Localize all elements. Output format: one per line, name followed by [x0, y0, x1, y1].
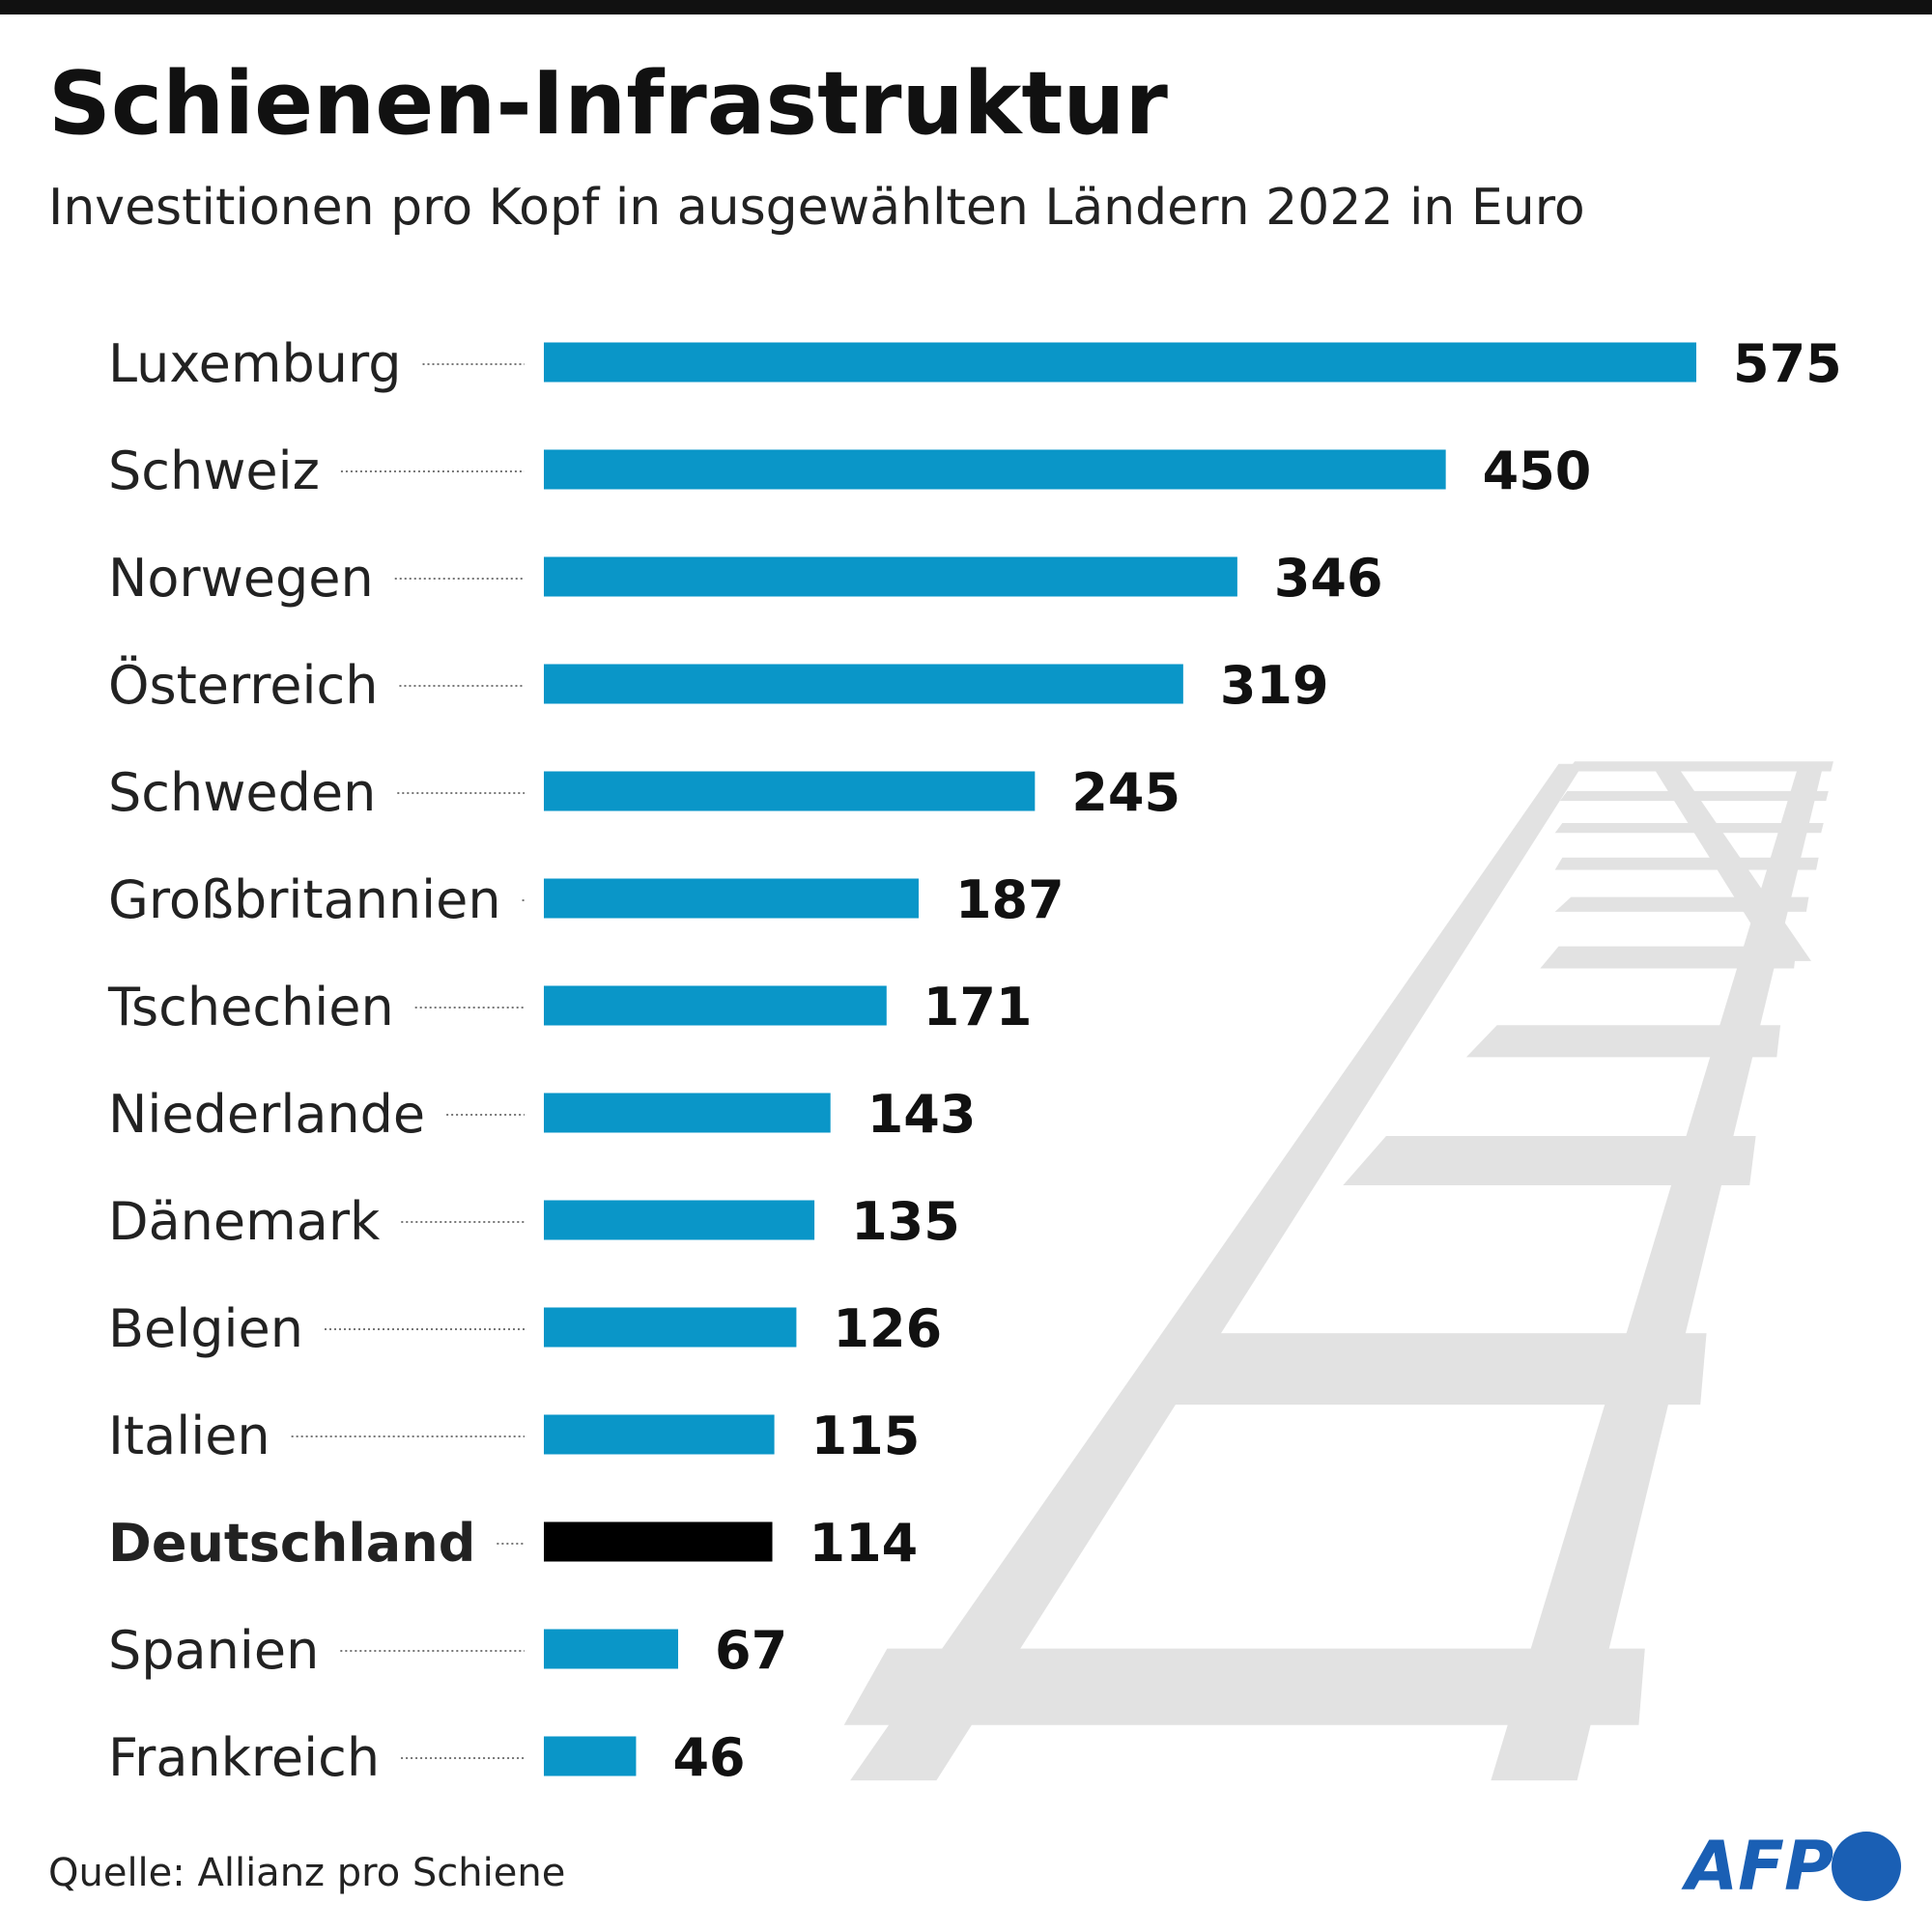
category-label: Tschechien [107, 977, 394, 1037]
logo-dot [1832, 1832, 1901, 1901]
value-label: 575 [1733, 333, 1842, 394]
category-label: Dänemark [108, 1191, 381, 1252]
value-label: 126 [833, 1298, 942, 1359]
bar [544, 1521, 773, 1562]
bar [544, 1307, 797, 1348]
category-label: Großbritannien [108, 869, 501, 930]
category-label: Deutschland [108, 1513, 475, 1574]
logo: AFP [1681, 1827, 1833, 1906]
bar [544, 771, 1036, 811]
bar [544, 449, 1446, 490]
category-label: Österreich [108, 655, 378, 716]
category-label: Spanien [108, 1620, 319, 1681]
category-label: Niederlande [108, 1084, 425, 1145]
top-rule [0, 0, 1932, 14]
category-label: Schweiz [108, 440, 320, 501]
value-label: 245 [1071, 762, 1180, 823]
value-label: 143 [867, 1084, 977, 1145]
category-label: Norwegen [108, 548, 374, 609]
rail-illustration [843, 761, 1833, 1781]
value-label: 46 [672, 1727, 745, 1788]
source: Quelle: Allianz pro Schiene [48, 1851, 565, 1895]
value-label: 171 [923, 977, 1033, 1037]
bar [544, 1629, 679, 1669]
value-label: 135 [851, 1191, 960, 1252]
value-label: 115 [811, 1406, 921, 1466]
category-label: Schweden [108, 762, 376, 823]
bar [544, 1736, 637, 1776]
value-label: 114 [810, 1513, 919, 1574]
bar [544, 878, 919, 919]
bar [544, 342, 1696, 383]
category-label: Belgien [108, 1298, 303, 1359]
category-label: Frankreich [108, 1727, 380, 1788]
category-label: Luxemburg [108, 333, 402, 394]
bar [544, 985, 887, 1026]
bar [544, 664, 1183, 704]
chart-subtitle: Investitionen pro Kopf in ausgewählten L… [48, 179, 1585, 237]
value-label: 346 [1274, 548, 1383, 609]
bar [544, 556, 1237, 597]
chart-title: Schienen-Infrastruktur [48, 53, 1168, 155]
bar [544, 1200, 815, 1240]
value-label: 187 [955, 869, 1065, 930]
value-label: 319 [1220, 655, 1329, 716]
value-label: 67 [715, 1620, 787, 1681]
value-label: 450 [1483, 440, 1592, 501]
bar [544, 1414, 775, 1455]
category-label: Italien [108, 1406, 270, 1466]
bar [544, 1093, 831, 1133]
